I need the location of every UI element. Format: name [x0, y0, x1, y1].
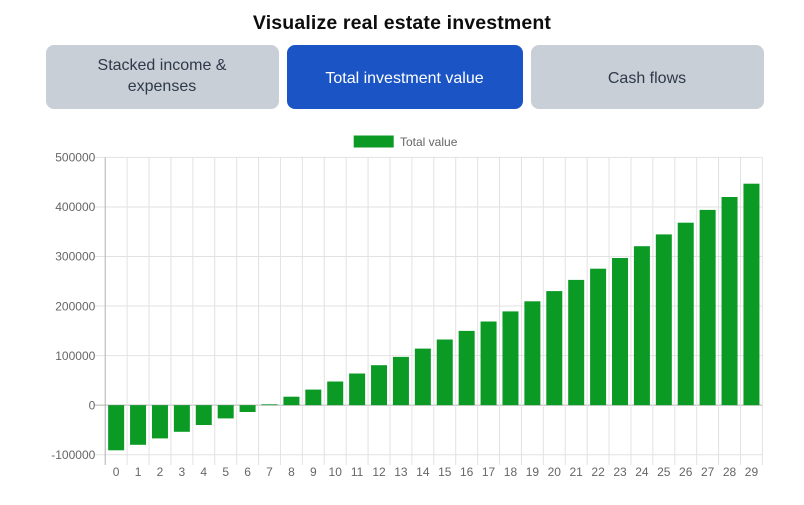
svg-text:27: 27: [701, 465, 715, 479]
svg-text:10: 10: [329, 465, 343, 479]
svg-text:24: 24: [635, 465, 649, 479]
svg-text:500000: 500000: [55, 151, 95, 165]
svg-text:-100000: -100000: [51, 448, 95, 462]
svg-text:12: 12: [372, 465, 386, 479]
svg-text:0: 0: [113, 465, 120, 479]
svg-text:20: 20: [548, 465, 562, 479]
svg-text:3: 3: [179, 465, 186, 479]
svg-text:0: 0: [89, 398, 96, 412]
svg-text:300000: 300000: [55, 250, 95, 264]
svg-text:1: 1: [135, 465, 142, 479]
svg-text:29: 29: [745, 465, 759, 479]
svg-text:4: 4: [200, 465, 207, 479]
svg-text:400000: 400000: [55, 200, 95, 214]
svg-text:19: 19: [526, 465, 540, 479]
svg-text:11: 11: [351, 465, 364, 479]
svg-text:15: 15: [438, 465, 452, 479]
svg-text:21: 21: [570, 465, 584, 479]
svg-text:14: 14: [416, 465, 430, 479]
svg-text:Total value: Total value: [400, 135, 458, 149]
svg-text:13: 13: [394, 465, 408, 479]
svg-text:25: 25: [657, 465, 671, 479]
svg-text:5: 5: [222, 465, 229, 479]
svg-text:28: 28: [723, 465, 737, 479]
svg-text:17: 17: [482, 465, 496, 479]
svg-text:9: 9: [310, 465, 317, 479]
svg-text:18: 18: [504, 465, 518, 479]
svg-text:7: 7: [266, 465, 273, 479]
svg-text:100000: 100000: [55, 349, 95, 363]
svg-text:200000: 200000: [55, 299, 95, 313]
svg-text:2: 2: [157, 465, 164, 479]
svg-text:16: 16: [460, 465, 474, 479]
svg-text:23: 23: [613, 465, 627, 479]
svg-text:6: 6: [244, 465, 251, 479]
svg-text:22: 22: [591, 465, 605, 479]
svg-text:8: 8: [288, 465, 295, 479]
svg-text:26: 26: [679, 465, 693, 479]
